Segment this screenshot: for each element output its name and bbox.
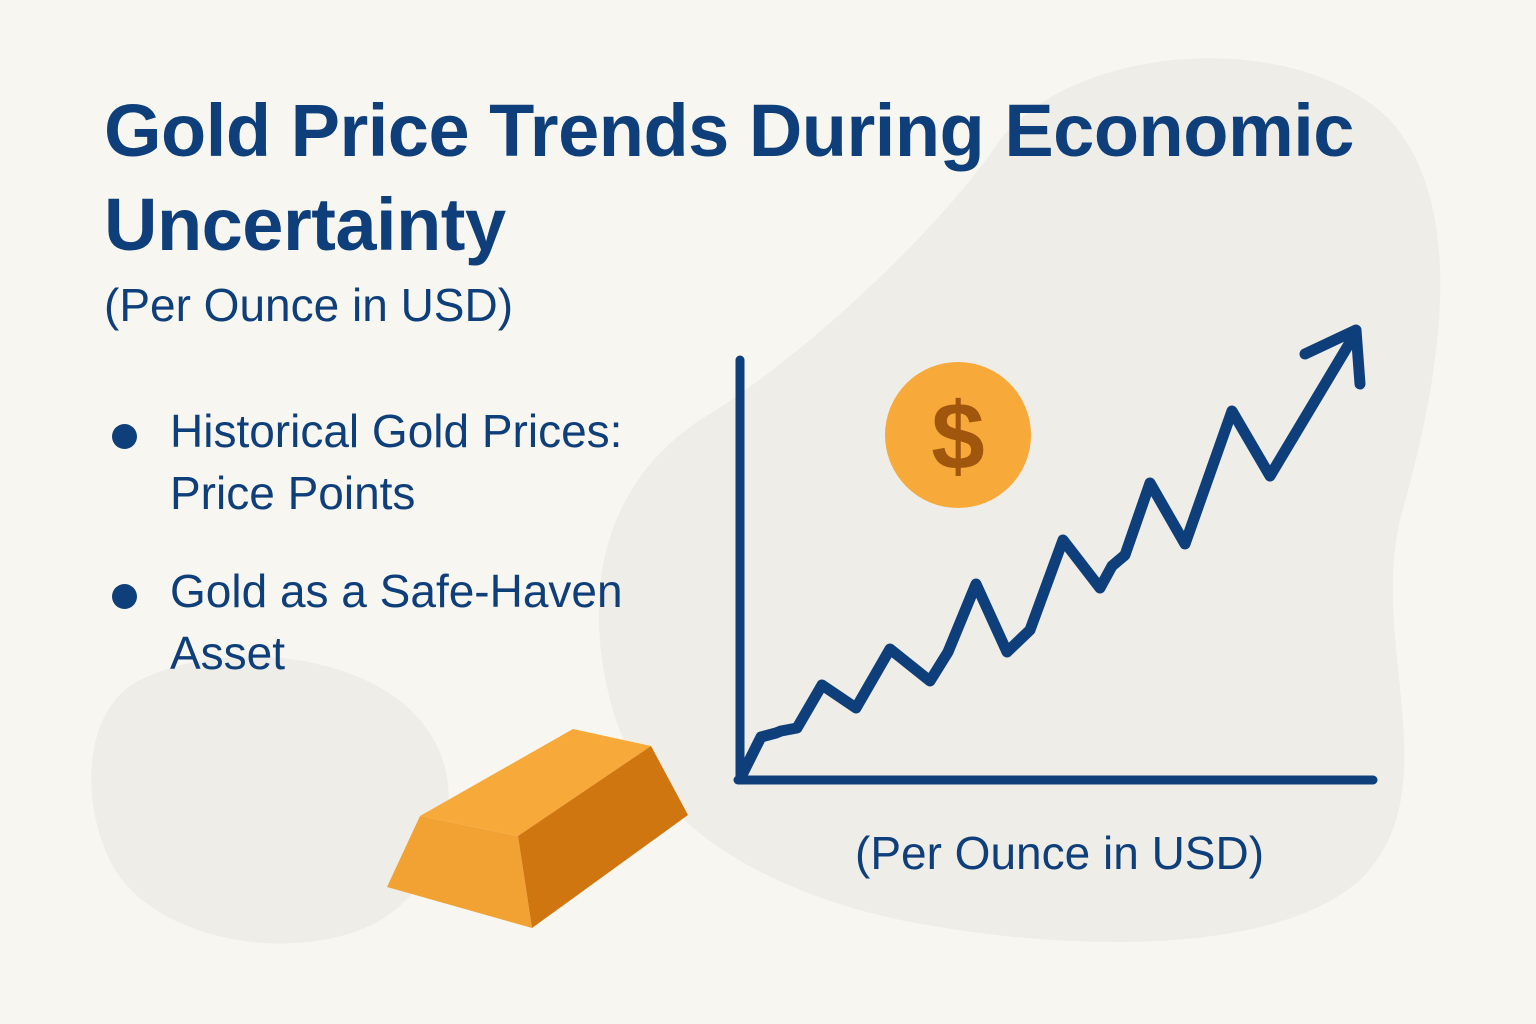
bullet-text: Gold as a Safe-Haven Asset [170,565,623,679]
bullet-text: Historical Gold Prices: Price Points [170,405,623,519]
background-blob-small [91,656,449,944]
bullet-list: Historical Gold Prices: Price Points Gol… [112,400,730,720]
page-title: Gold Price Trends During Economic Uncert… [104,89,1354,266]
page-subtitle: (Per Ounce in USD) [104,279,514,331]
chart-axes [733,355,1378,785]
bullet-item: Historical Gold Prices: Price Points [112,400,730,524]
chart-caption: (Per Ounce in USD) [855,827,1265,879]
bullet-item: Gold as a Safe-Haven Asset [112,560,730,684]
svg-text:$: $ [931,383,984,490]
gold-bar-icon [387,729,688,928]
bullet-dot-icon [112,424,137,449]
trend-arrow-icon [1299,324,1366,390]
trend-line [736,328,1361,781]
dollar-coin-icon: $ [885,362,1031,508]
bullet-dot-icon [112,584,137,609]
background-blob-large [598,58,1441,943]
